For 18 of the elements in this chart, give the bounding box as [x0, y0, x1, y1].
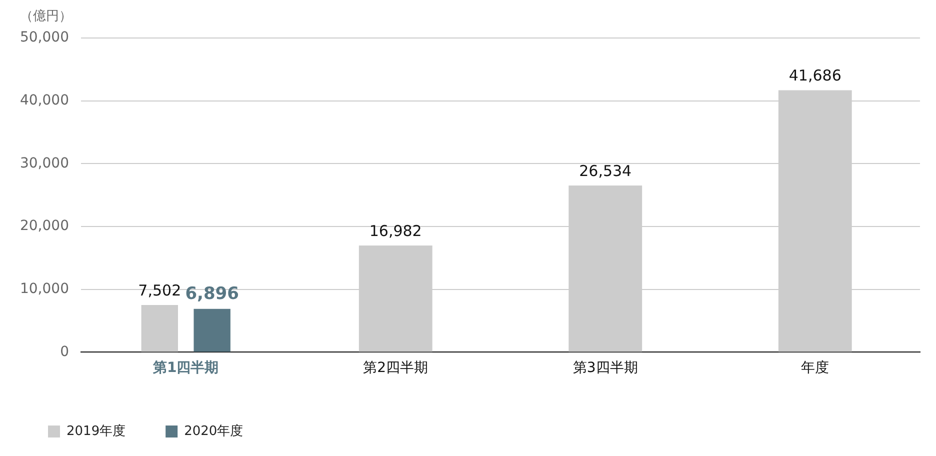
- data-label: 16,982: [369, 222, 422, 240]
- y-axis-title: （億円）: [20, 8, 72, 24]
- data-label: 7,502: [138, 281, 182, 300]
- x-tick-label: 第2四半期: [363, 360, 428, 376]
- data-label: 26,534: [579, 162, 632, 180]
- x-tick-label: 年度: [801, 360, 830, 376]
- y-tick-label: 30,000: [20, 155, 69, 172]
- data-label: 6,896: [185, 284, 239, 304]
- legend-label: 2019年度: [66, 422, 126, 439]
- y-tick-label: 10,000: [20, 281, 69, 297]
- x-tick-label: 第1四半期: [152, 360, 219, 376]
- y-tick-label: 0: [60, 344, 69, 360]
- y-tick-label: 20,000: [20, 218, 69, 234]
- x-tick-label: 第3四半期: [572, 360, 638, 376]
- y-tick-label: 40,000: [20, 92, 69, 108]
- y-tick-label: 50,000: [20, 30, 69, 46]
- data-label: 41,686: [788, 66, 842, 85]
- legend-label: 2020年度: [184, 422, 244, 439]
